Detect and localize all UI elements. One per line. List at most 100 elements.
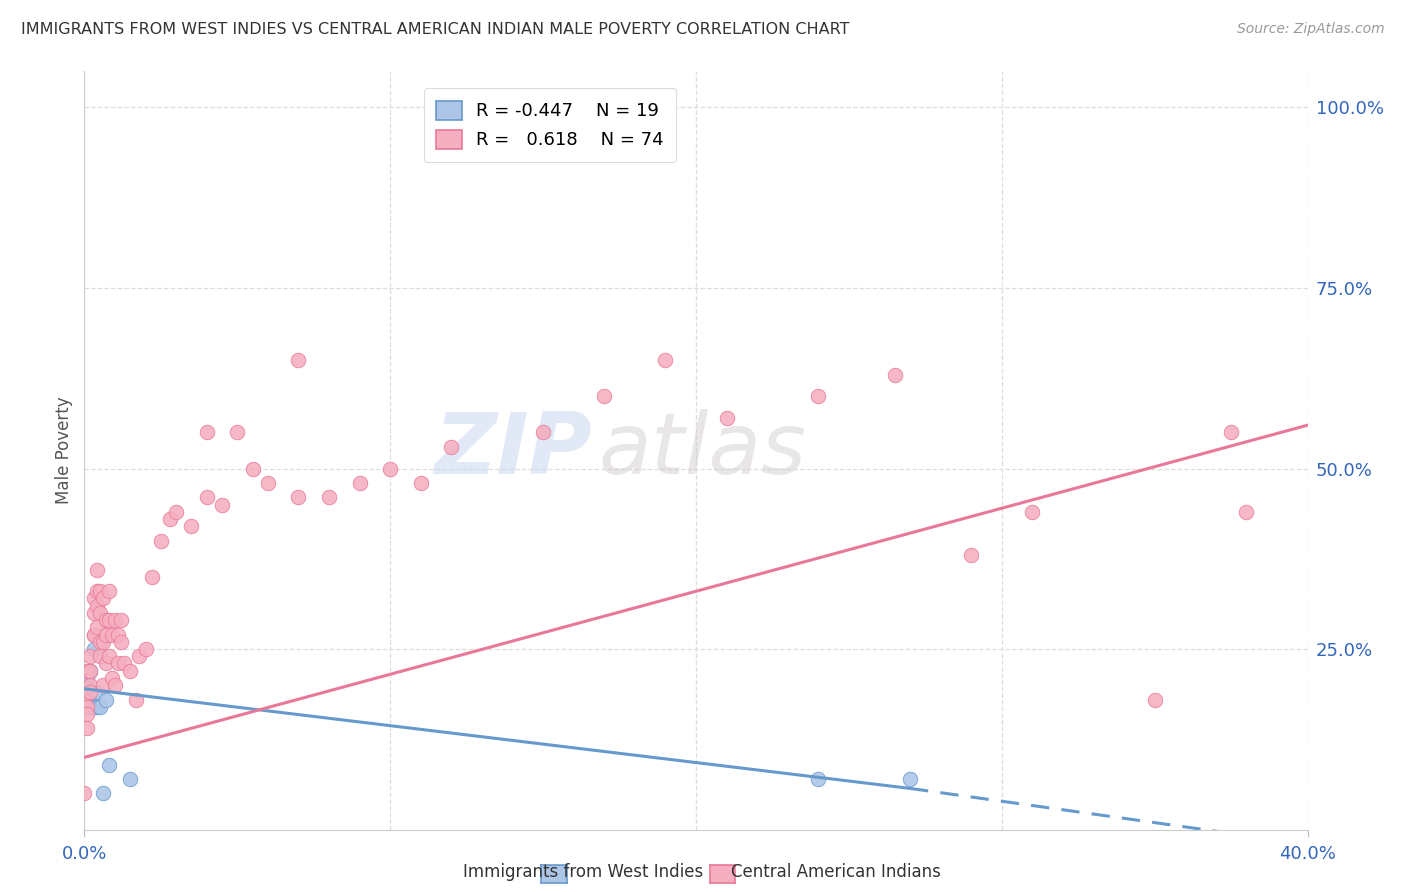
Point [211,498,233,512]
Point [89,699,111,714]
Point [1220,425,1243,440]
Point [76,685,98,699]
Point [195,425,218,440]
Point [91,787,114,801]
Point [287,353,309,368]
Point [101,627,124,641]
Point [125,692,148,706]
Point [83,699,105,714]
Point [73,787,96,801]
Point [73,692,96,706]
Point [79,649,101,664]
Point [73,692,96,706]
Text: IMMIGRANTS FROM WEST INDIES VS CENTRAL AMERICAN INDIAN MALE POVERTY CORRELATION : IMMIGRANTS FROM WEST INDIES VS CENTRAL A… [21,22,849,37]
Point [1236,505,1258,519]
Point [440,440,463,454]
Point [1021,505,1043,519]
Point [89,606,111,620]
Point [79,664,101,678]
Point [883,368,905,382]
Point [86,563,108,577]
Point [91,635,114,649]
Point [257,475,280,490]
Point [97,757,120,772]
Point [83,627,105,641]
Point [318,491,340,505]
Text: Source: ZipAtlas.com: Source: ZipAtlas.com [1237,22,1385,37]
Point [226,425,249,440]
Point [654,353,676,368]
Text: atlas: atlas [598,409,806,492]
Point [76,699,98,714]
Point [76,678,98,692]
Point [562,100,585,114]
Point [79,664,101,678]
Point [380,461,402,475]
Point [97,613,120,627]
Point [79,678,101,692]
Point [94,692,117,706]
Y-axis label: Male Poverty: Male Poverty [55,397,73,504]
Point [86,685,108,699]
Point [531,425,554,440]
Point [86,599,108,613]
Text: Central American Indians: Central American Indians [731,863,941,881]
Point [94,613,117,627]
Point [128,649,150,664]
Point [593,389,616,403]
Point [165,505,187,519]
Point [83,642,105,657]
Legend: R = -0.447    N = 19, R =   0.618    N = 74: R = -0.447 N = 19, R = 0.618 N = 74 [423,88,676,162]
Point [120,772,142,786]
Point [76,671,98,685]
Point [89,635,111,649]
Point [86,620,108,634]
Point [807,389,830,403]
Point [89,584,111,599]
Point [120,664,142,678]
Point [287,491,309,505]
Point [180,519,202,533]
Point [83,627,105,641]
Point [112,657,135,671]
Point [409,475,432,490]
Point [110,635,132,649]
Point [76,722,98,736]
Text: Immigrants from West Indies: Immigrants from West Indies [463,863,703,881]
Point [104,613,127,627]
Point [107,627,129,641]
Point [159,512,181,526]
Point [349,475,371,490]
Point [242,461,264,475]
Point [149,533,172,548]
Point [104,678,127,692]
Point [94,627,117,641]
Point [101,671,124,685]
Point [716,411,738,425]
Point [79,699,101,714]
Point [91,591,114,606]
Point [110,613,132,627]
Point [76,664,98,678]
Point [89,649,111,664]
Point [79,685,101,699]
Point [107,657,129,671]
Point [73,699,96,714]
Point [807,772,830,786]
Text: ZIP: ZIP [434,409,592,492]
Point [86,699,108,714]
Point [83,591,105,606]
Point [94,657,117,671]
Point [83,606,105,620]
Point [91,678,114,692]
Point [1143,692,1166,706]
Point [79,692,101,706]
Point [135,642,157,657]
Point [97,649,120,664]
Point [960,548,983,562]
Point [898,772,921,786]
Point [97,584,120,599]
Point [86,584,108,599]
Point [76,706,98,721]
Point [195,491,218,505]
